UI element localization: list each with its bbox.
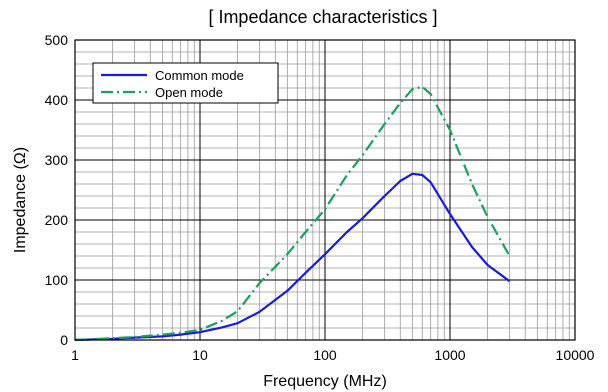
y-tick-label: 400 — [45, 92, 69, 108]
plot-frame — [74, 39, 576, 341]
y-tick-labels: 0 100 200 300 400 500 — [45, 32, 69, 348]
y-tick-label: 500 — [45, 32, 69, 48]
series-line-open-mode — [74, 85, 511, 342]
x-tick-label: 10 — [192, 347, 208, 363]
y-axis-title: Impedance (Ω) — [12, 147, 29, 253]
x-tick-label: 10000 — [556, 347, 595, 363]
x-tick-label: 1000 — [434, 347, 465, 363]
y-tick-label: 100 — [45, 272, 69, 288]
legend-box — [92, 62, 279, 104]
x-tick-label: 1 — [71, 347, 79, 363]
legend-label: Open mode — [155, 85, 223, 100]
legend: Common mode Open mode — [92, 62, 279, 104]
y-tick-label: 200 — [45, 212, 69, 228]
x-axis-title: Frequency (MHz) — [263, 373, 387, 390]
x-tick-labels: 1 10 100 1000 10000 — [71, 347, 595, 363]
y-tick-label: 300 — [45, 152, 69, 168]
series-layer — [74, 85, 511, 342]
series-line-common-mode — [74, 172, 511, 342]
chart-title: [ Impedance characteristics ] — [208, 7, 437, 27]
x-tick-label: 100 — [313, 347, 337, 363]
y-tick-label: 0 — [60, 332, 68, 348]
legend-label: Common mode — [155, 68, 244, 83]
